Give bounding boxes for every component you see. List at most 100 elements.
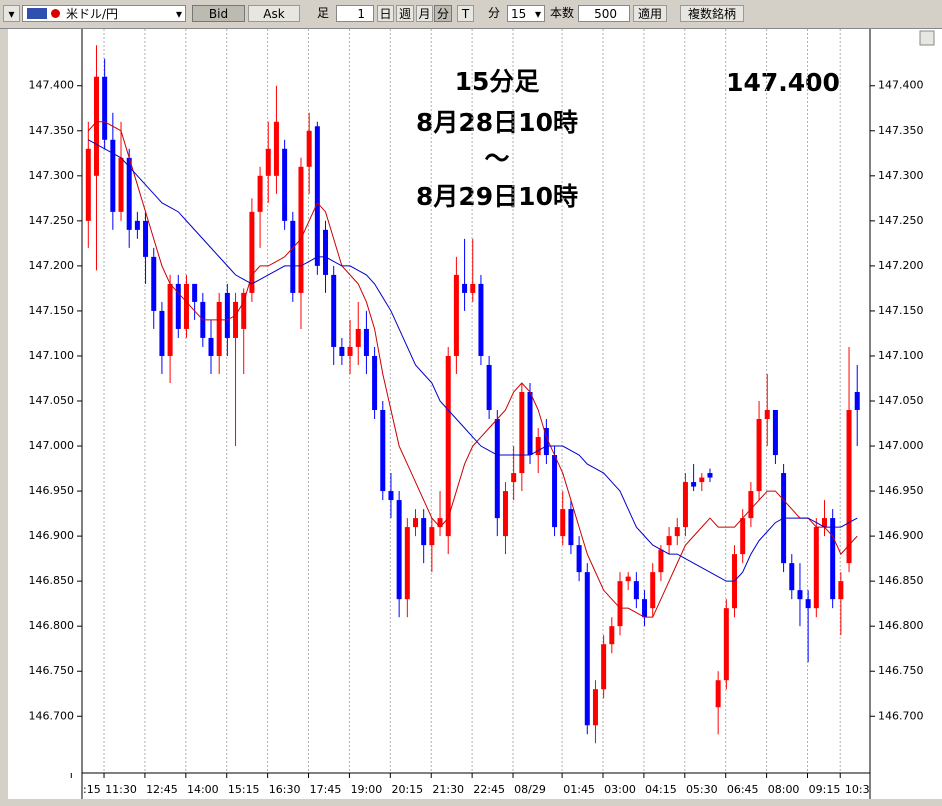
candle-body (535, 437, 541, 456)
flag-jp (51, 9, 60, 18)
candle-body (273, 121, 279, 176)
y-tick-label: 147.000 (29, 439, 75, 452)
candle-body (331, 274, 337, 347)
candle-body (568, 509, 574, 546)
candle-body (282, 148, 288, 221)
y-tick-label: 146.900 (29, 529, 75, 542)
toolbar: ▾ 米ドル/円 ▾ Bid Ask 足 1 日 週 月 分 T 分 15 ▾ 本数 … (0, 0, 942, 29)
candle-body (265, 148, 271, 176)
x-tick-label: 21:30 (432, 783, 464, 796)
apply-button[interactable]: 適用 (633, 5, 667, 22)
ask-button[interactable]: Ask (248, 5, 300, 22)
candle-body (609, 626, 615, 645)
candle-body (192, 283, 198, 302)
candle-body (478, 283, 484, 356)
x-tick-label: 20:15 (391, 783, 423, 796)
candle-body (126, 157, 132, 230)
candle-body (707, 473, 713, 478)
y-tick-label: 147.300 (878, 169, 924, 182)
candle-body (159, 310, 165, 356)
candle-body (772, 410, 778, 456)
menu-arrow[interactable]: ▾ (3, 5, 20, 22)
candle-body (93, 76, 99, 176)
candle-body (625, 576, 631, 582)
candle-body (543, 428, 549, 456)
x-tick-label: 12:45 (146, 783, 178, 796)
week-button[interactable]: 週 (396, 5, 414, 22)
candle-body (445, 355, 451, 537)
candle-body (388, 491, 394, 501)
candle-body (682, 482, 688, 528)
candle-body (584, 572, 590, 726)
y-tick-label: 147.250 (29, 214, 75, 227)
y-tick-label: 147.250 (878, 214, 924, 227)
month-button[interactable]: 月 (416, 5, 433, 22)
candle-body (396, 500, 402, 600)
candle-body (846, 410, 852, 564)
symbol-select[interactable]: 米ドル/円 ▾ (22, 5, 186, 22)
y-tick-label: 147.100 (878, 349, 924, 362)
candle-body (822, 518, 827, 528)
candle-body (413, 518, 418, 528)
x-tick-label: 01:45 (563, 783, 595, 796)
candle-body (216, 301, 222, 356)
ashi-input[interactable]: 1 (336, 5, 374, 22)
y-tick-label: 147.300 (29, 169, 75, 182)
candle-body (429, 527, 435, 546)
candle-body (151, 256, 157, 311)
y-tick-label: 147.150 (878, 304, 924, 317)
candle-body (462, 283, 468, 293)
candle-body (167, 283, 173, 356)
x-tick-label: 16:30 (269, 783, 301, 796)
y-tick-label: 146.800 (878, 619, 924, 632)
candle-body (224, 292, 230, 338)
candle-body (756, 419, 762, 492)
y-tick-label: 146.950 (29, 484, 75, 497)
candle-body (642, 599, 648, 618)
candle-body (257, 175, 263, 212)
moving-average (87, 121, 858, 618)
candle-body (437, 518, 443, 528)
candle-body (421, 518, 427, 546)
candle-body (552, 455, 558, 528)
candle-body (339, 346, 345, 356)
x-tick-label: 15:15 (228, 783, 260, 796)
x-tick-label: 08/29 (514, 783, 546, 796)
candle-body (674, 527, 680, 537)
candle-body (576, 545, 582, 573)
candle-body (658, 549, 664, 573)
y-tick-label: 146.850 (878, 574, 924, 587)
candle-body (208, 337, 214, 356)
candle-body (241, 292, 247, 329)
interval-select[interactable]: 15 ▾ (507, 5, 545, 22)
bottom-strip (0, 799, 942, 806)
multi-button[interactable]: 複数銘柄 (680, 5, 744, 22)
day-button[interactable]: 日 (377, 5, 394, 22)
candle-body (601, 644, 607, 690)
candle-body (494, 419, 500, 519)
candle-body (592, 689, 598, 726)
scroll-button[interactable] (919, 30, 935, 46)
left-strip (0, 29, 8, 806)
x-tick-label: 10:3 (845, 783, 870, 796)
tick-button[interactable]: T (457, 5, 474, 22)
x-tick-label: 11:30 (105, 783, 137, 796)
candle-body (502, 491, 508, 537)
candle-body (813, 527, 819, 609)
candle-body (519, 391, 525, 474)
candle-body (323, 229, 329, 275)
y-tick-label: 146.900 (878, 529, 924, 542)
candle-body (699, 477, 705, 483)
count-input[interactable]: 500 (578, 5, 630, 22)
candle-body (650, 572, 656, 609)
minute-button[interactable]: 分 (434, 5, 452, 22)
x-tick-label: 08:00 (768, 783, 800, 796)
candle-body (715, 680, 721, 708)
candle-body (789, 563, 795, 591)
candle-body (102, 76, 108, 140)
candle-body (560, 509, 566, 537)
x-tick-label: 14:00 (187, 783, 219, 796)
x-tick-label: :15 (83, 783, 101, 796)
bid-button[interactable]: Bid (192, 5, 245, 22)
